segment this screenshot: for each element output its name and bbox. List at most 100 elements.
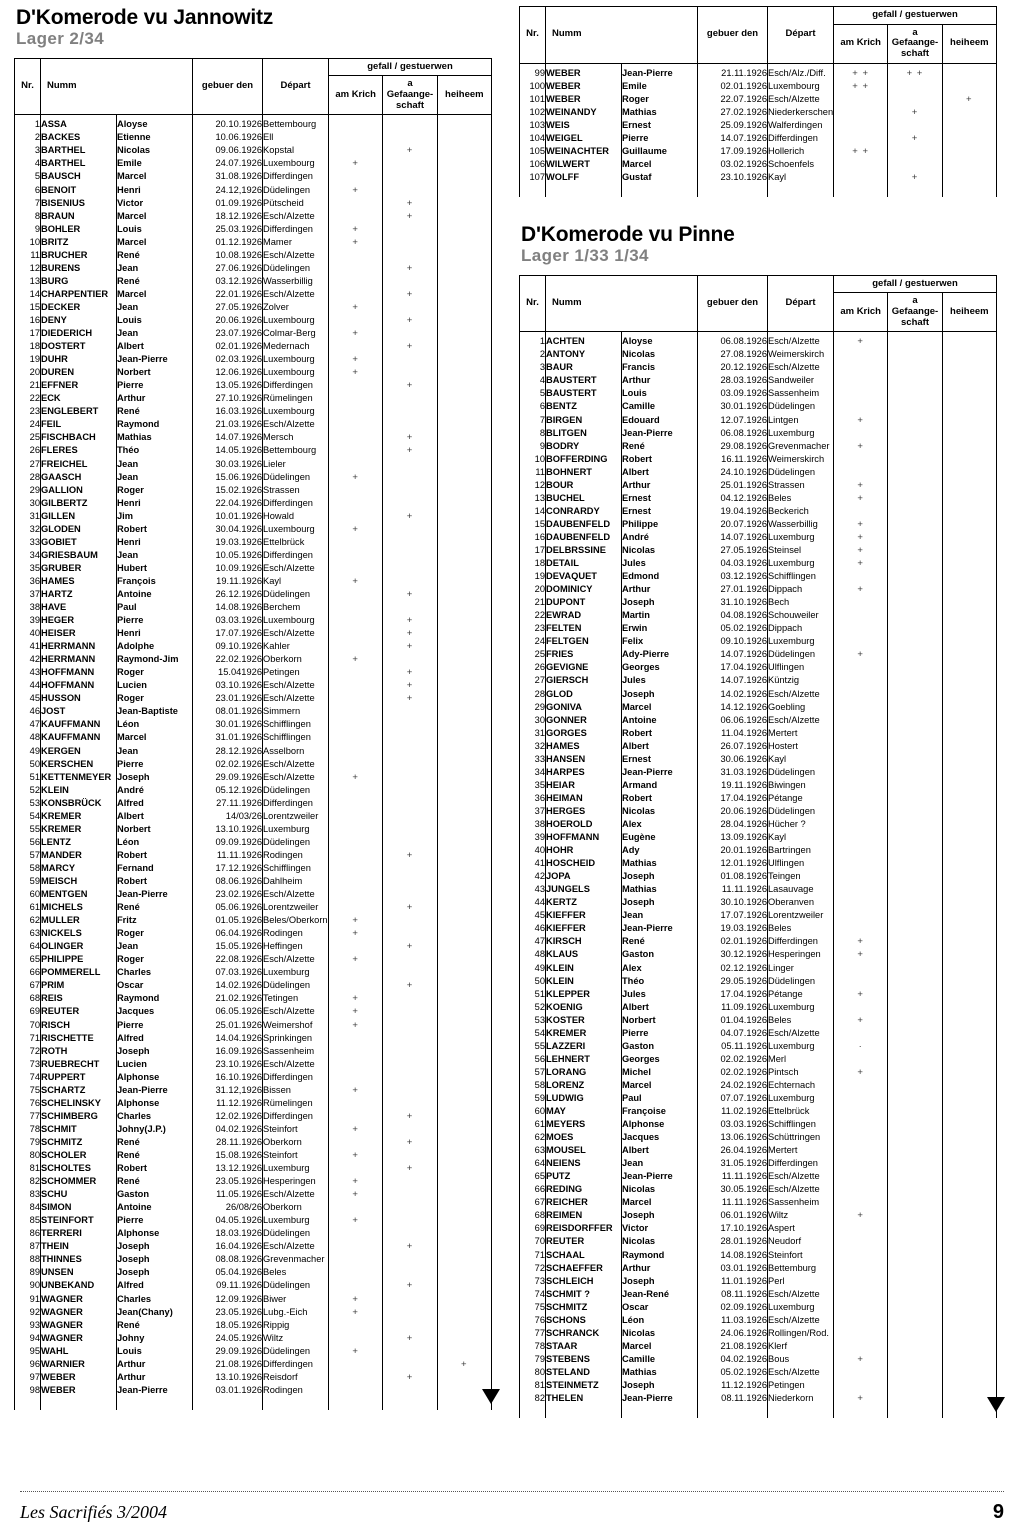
cell-nr: 37	[14, 587, 41, 602]
table-row: 9 BOHLER Louis 25.03.1926 Differdingen +	[14, 222, 493, 236]
cell-nr: 10	[14, 235, 41, 249]
cell-depart: Merl	[767, 1052, 834, 1066]
col-header-numm: Numm	[545, 274, 698, 333]
cell-depart: Luxemburg	[767, 1091, 834, 1106]
table-row: 15 DECKER Jean 27.05.1926 Zolver +	[14, 300, 493, 314]
cell-marker-gefangenschaft	[887, 118, 943, 132]
cell-marker-gefangenschaft: +	[382, 261, 438, 275]
cell-nr: 8	[519, 426, 546, 440]
cell-birthdate: 04.02.1926	[697, 1352, 768, 1366]
cell-marker-am-krich	[832, 1105, 889, 1119]
cell-nr: 9	[519, 439, 546, 453]
cell-givenname: Albert	[116, 340, 193, 354]
cell-givenname: Antoine	[621, 713, 698, 727]
cell-givenname: Mathias	[116, 431, 193, 445]
cell-birthdate: 21.02.1926	[192, 992, 263, 1006]
cell-birthdate: 12.06.1926	[192, 366, 263, 380]
cell-marker-heiheem	[436, 1214, 493, 1228]
spacer-cell	[545, 183, 622, 197]
cell-marker-am-krich	[832, 1131, 889, 1145]
cell-surname: KOENIG	[545, 1000, 622, 1014]
table-row: 37 HARTZ Antoine 26.12.1926 Düdelingen +	[14, 587, 493, 602]
cell-nr: 74	[519, 1287, 546, 1301]
cell-nr: 43	[519, 883, 546, 897]
cell-nr: 40	[14, 627, 41, 641]
cell-marker-heiheem	[436, 901, 493, 915]
cell-marker-gefangenschaft	[887, 491, 943, 505]
cell-marker-heiheem: +	[941, 92, 998, 106]
cell-givenname: Raymond	[621, 1248, 698, 1262]
cell-surname: ASSA	[40, 114, 117, 132]
cell-nr: 107	[519, 170, 546, 184]
cell-marker-am-krich	[327, 809, 384, 823]
cell-depart: Echternach	[767, 1078, 834, 1092]
cell-marker-heiheem	[436, 157, 493, 171]
cell-depart: Schifflingen	[262, 718, 329, 732]
cell-surname: BAUSTERT	[545, 387, 622, 401]
cell-birthdate: 15.02.1926	[192, 483, 263, 497]
cell-nr: 78	[519, 1339, 546, 1353]
cell-marker-gefangenschaft	[382, 496, 438, 510]
cell-givenname: René	[116, 1175, 193, 1189]
cell-birthdate: 15.06.1926	[192, 470, 263, 484]
cell-marker-am-krich	[327, 705, 384, 719]
table-row: 84 SIMON Antoine 26/08/26 Oberkorn	[14, 1201, 493, 1215]
cell-marker-heiheem	[941, 1000, 998, 1014]
cell-nr: 4	[519, 374, 546, 388]
cell-nr: 94	[14, 1331, 41, 1345]
table-row: 49 KLEIN Alex 02.12.1926 Linger	[519, 961, 998, 975]
cell-marker-heiheem	[941, 674, 998, 688]
cell-birthdate: 11.12.1926	[697, 1379, 768, 1393]
cell-givenname: René	[116, 1148, 193, 1163]
table-row: 56 LENTZ Léon 09.09.1926 Düdelingen	[14, 835, 493, 849]
cell-birthdate: 27.05.1926	[697, 544, 768, 558]
cell-marker-am-krich	[327, 1201, 384, 1215]
table-row: 78 STAAR Marcel 21.08.1926 Klerf	[519, 1339, 998, 1353]
cell-marker-heiheem	[941, 817, 998, 832]
cell-marker-heiheem	[436, 522, 493, 536]
cell-marker-gefangenschaft	[382, 718, 438, 732]
cell-marker-am-krich	[832, 609, 889, 623]
cell-marker-gefangenschaft: +	[382, 940, 438, 954]
cell-marker-gefangenschaft	[887, 870, 943, 884]
cell-surname: HOHR	[545, 844, 622, 858]
table-row: 47 KIRSCH René 02.01.1926 Differdingen +	[519, 935, 998, 949]
cell-depart: Differdingen	[262, 1070, 329, 1084]
table-row: 106 WILWERT Marcel 03.02.1926 Schoenfels	[519, 157, 998, 171]
cell-givenname: Fritz	[116, 914, 193, 928]
cell-marker-am-krich	[327, 1266, 384, 1280]
cell-givenname: Antoine	[116, 587, 193, 602]
cell-nr: 45	[14, 692, 41, 706]
cell-marker-gefangenschaft	[887, 1170, 943, 1184]
cell-marker-heiheem	[941, 400, 998, 414]
cell-marker-gefangenschaft: +	[382, 444, 438, 458]
table-row: 42 HERRMANN Raymond-Jim 22.02.1926 Oberkorn +	[14, 653, 493, 667]
cell-birthdate: 13.05.1926	[192, 379, 263, 393]
cell-marker-gefangenschaft	[382, 522, 438, 536]
cell-nr: 46	[519, 922, 546, 936]
cell-depart: Luxemburg	[767, 1300, 834, 1314]
cell-marker-am-krich	[327, 692, 384, 706]
cell-marker-heiheem	[436, 809, 493, 823]
cell-surname: MARCY	[40, 861, 117, 875]
cell-nr: 77	[519, 1326, 546, 1340]
cell-marker-heiheem	[941, 661, 998, 675]
cell-marker-gefangenschaft	[887, 713, 943, 727]
cell-surname: MOUSEL	[545, 1144, 622, 1158]
cell-nr: 93	[14, 1318, 41, 1332]
cell-givenname: René	[116, 901, 193, 915]
cell-surname: DUREN	[40, 366, 117, 380]
table-row: 81 SCHOLTES Robert 13.12.1926 Luxemburg +	[14, 1162, 493, 1176]
cell-givenname: Henri	[116, 535, 193, 549]
cell-depart: Dahlheim	[262, 875, 329, 889]
cell-depart: Pintsch	[767, 1065, 834, 1079]
cell-marker-gefangenschaft: +	[382, 144, 438, 158]
cell-birthdate: 19.03.1926	[192, 535, 263, 549]
cell-nr: 1	[519, 331, 546, 349]
cell-givenname: Norbert	[116, 822, 193, 836]
table-row: 80 STELAND Mathias 05.02.1926 Esch/Alzette	[519, 1365, 998, 1379]
cell-surname: MAY	[545, 1105, 622, 1119]
cell-marker-am-krich	[327, 1109, 384, 1123]
cell-surname: REUTER	[40, 1005, 117, 1019]
